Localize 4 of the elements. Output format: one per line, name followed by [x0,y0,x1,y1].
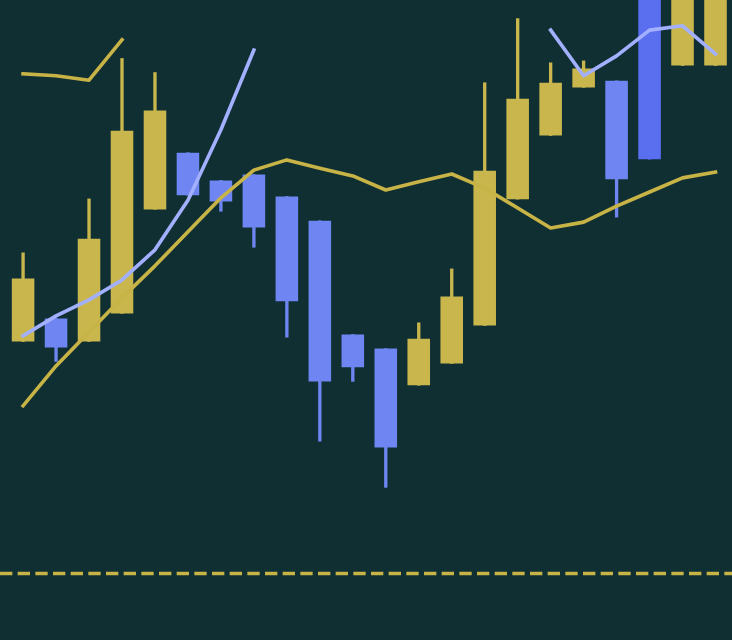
candlestick [176,152,200,196]
candlestick [44,318,68,362]
candlestick [407,322,431,386]
candlestick [341,334,365,382]
